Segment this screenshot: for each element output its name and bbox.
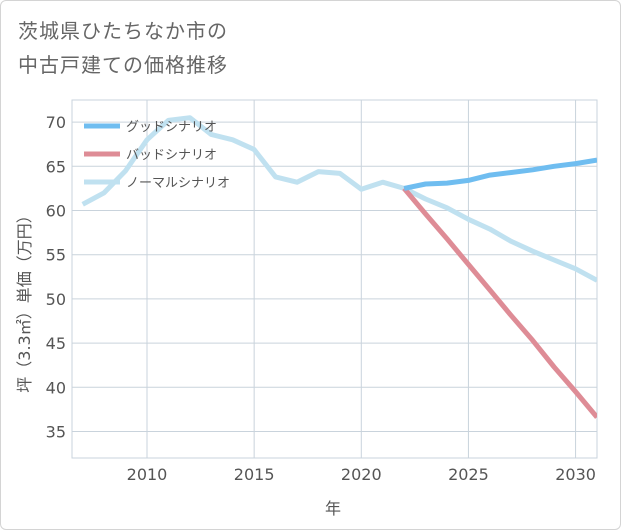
- y-tick-label: 35: [46, 422, 66, 441]
- legend-label: バッドシナリオ: [126, 148, 217, 163]
- y-axis-label: 坪（3.3㎡）単価（万円）: [15, 207, 34, 392]
- y-tick-label: 55: [46, 246, 66, 265]
- y-tick-label: 60: [46, 201, 66, 220]
- y-tick-label: 45: [46, 334, 66, 353]
- legend-item: グッドシナリオ: [84, 120, 217, 135]
- chart-title: 茨城県ひたちなか市の 中古戸建ての価格推移: [18, 14, 228, 82]
- series-line-0: [403, 157, 597, 191]
- y-tick-label: 50: [46, 290, 66, 309]
- chart-title-line1: 茨城県ひたちなか市の: [18, 19, 228, 43]
- x-tick-label: 2015: [234, 465, 275, 484]
- chart-title-line2: 中古戸建ての価格推移: [18, 53, 228, 77]
- y-tick-label: 40: [46, 378, 66, 397]
- y-tick-label: 70: [46, 113, 66, 132]
- axes: 2010 2015 2020 2025 2030 35 40 45 50 55 60 65 70: [46, 113, 596, 484]
- legend-label: グッドシナリオ: [126, 120, 217, 135]
- series-line-2: [81, 115, 597, 283]
- x-tick-label: 2020: [341, 465, 382, 484]
- series-line-1: [402, 186, 597, 419]
- series-layer: [81, 115, 597, 419]
- y-tick-label: 65: [46, 157, 66, 176]
- legend-item: バッドシナリオ: [84, 148, 217, 163]
- x-axis-label: 年: [325, 499, 341, 518]
- grid-lines: [71, 99, 598, 459]
- x-tick-label: 2025: [448, 465, 489, 484]
- x-tick-label: 2010: [127, 465, 168, 484]
- legend-label: ノーマルシナリオ: [126, 176, 230, 191]
- legend-item: ノーマルシナリオ: [84, 176, 230, 191]
- x-tick-label: 2030: [555, 465, 596, 484]
